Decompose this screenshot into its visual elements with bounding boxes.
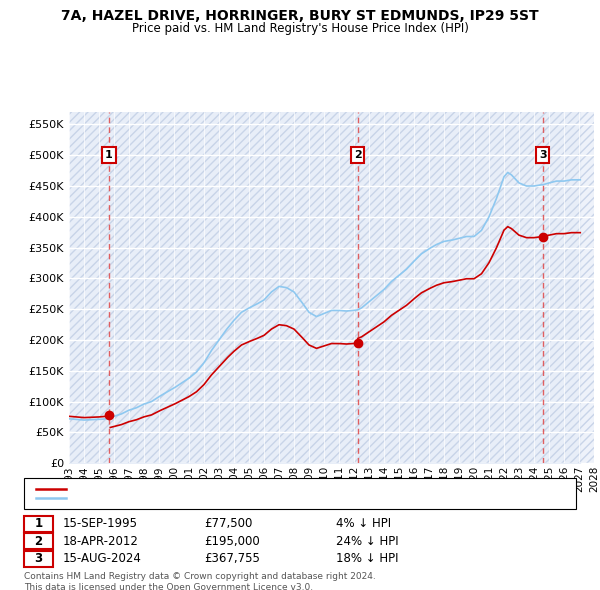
Text: HPI: Average price, detached house, West Suffolk: HPI: Average price, detached house, West… <box>69 493 310 503</box>
Text: 1: 1 <box>105 150 113 160</box>
Text: 15-SEP-1995: 15-SEP-1995 <box>63 517 138 530</box>
Text: £77,500: £77,500 <box>204 517 253 530</box>
Text: 3: 3 <box>34 552 43 565</box>
Text: 15-AUG-2024: 15-AUG-2024 <box>63 552 142 565</box>
Text: 7A, HAZEL DRIVE, HORRINGER, BURY ST EDMUNDS, IP29 5ST (detached house): 7A, HAZEL DRIVE, HORRINGER, BURY ST EDMU… <box>69 484 458 493</box>
Text: 4% ↓ HPI: 4% ↓ HPI <box>336 517 391 530</box>
Text: 18% ↓ HPI: 18% ↓ HPI <box>336 552 398 565</box>
Text: 2: 2 <box>34 535 43 548</box>
Text: 24% ↓ HPI: 24% ↓ HPI <box>336 535 398 548</box>
Text: 1: 1 <box>34 517 43 530</box>
Text: Contains HM Land Registry data © Crown copyright and database right 2024.
This d: Contains HM Land Registry data © Crown c… <box>24 572 376 590</box>
Text: £367,755: £367,755 <box>204 552 260 565</box>
Text: 2: 2 <box>354 150 362 160</box>
Text: 3: 3 <box>539 150 547 160</box>
Text: £195,000: £195,000 <box>204 535 260 548</box>
Text: Price paid vs. HM Land Registry's House Price Index (HPI): Price paid vs. HM Land Registry's House … <box>131 22 469 35</box>
Text: 18-APR-2012: 18-APR-2012 <box>63 535 139 548</box>
Text: 7A, HAZEL DRIVE, HORRINGER, BURY ST EDMUNDS, IP29 5ST: 7A, HAZEL DRIVE, HORRINGER, BURY ST EDMU… <box>61 9 539 23</box>
